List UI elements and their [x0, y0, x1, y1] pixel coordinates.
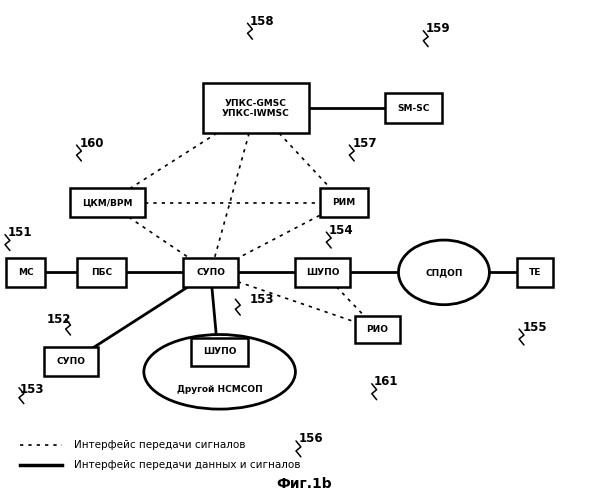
Text: 154: 154 [329, 224, 353, 236]
Text: Интерфейс передачи данных и сигналов: Интерфейс передачи данных и сигналов [74, 460, 301, 470]
Text: Интерфейс передачи сигналов: Интерфейс передачи сигналов [74, 440, 245, 450]
Ellipse shape [398, 240, 490, 304]
Text: ШУПО: ШУПО [306, 268, 339, 277]
Text: 153: 153 [250, 293, 274, 306]
FancyBboxPatch shape [320, 188, 368, 217]
FancyBboxPatch shape [77, 258, 125, 287]
Text: 159: 159 [426, 22, 450, 35]
Text: SM-SC: SM-SC [398, 104, 430, 113]
Text: 152: 152 [47, 313, 71, 326]
Ellipse shape [144, 334, 295, 409]
Text: 157: 157 [353, 136, 378, 149]
Text: 155: 155 [523, 320, 547, 334]
FancyBboxPatch shape [69, 188, 146, 217]
Text: 158: 158 [250, 15, 275, 28]
Text: ТЕ: ТЕ [529, 268, 541, 277]
Text: 156: 156 [298, 432, 323, 446]
Text: 160: 160 [80, 136, 105, 149]
FancyBboxPatch shape [295, 258, 350, 287]
Text: Другой НСМСОП: Другой НСМСОП [177, 384, 262, 394]
FancyBboxPatch shape [183, 258, 238, 287]
Text: СУПО: СУПО [57, 358, 86, 366]
Text: РИО: РИО [366, 325, 389, 334]
Text: 153: 153 [19, 382, 44, 396]
FancyBboxPatch shape [385, 94, 442, 123]
Text: Фиг.1b: Фиг.1b [276, 476, 333, 490]
FancyBboxPatch shape [203, 84, 309, 133]
FancyBboxPatch shape [6, 258, 45, 287]
FancyBboxPatch shape [354, 316, 400, 343]
Text: 151: 151 [7, 226, 32, 239]
Text: ПБС: ПБС [91, 268, 112, 277]
FancyBboxPatch shape [191, 338, 248, 365]
FancyBboxPatch shape [516, 258, 553, 287]
Text: РИМ: РИМ [333, 198, 356, 207]
Text: СПДОП: СПДОП [425, 268, 463, 277]
FancyBboxPatch shape [44, 348, 99, 376]
Text: СУПО: СУПО [196, 268, 225, 277]
Text: МС: МС [18, 268, 33, 277]
Text: УПКС-GMSC
УПКС-IWMSC: УПКС-GMSC УПКС-IWMSC [222, 98, 290, 118]
Text: 161: 161 [374, 376, 398, 388]
Text: ЦКМ/ВРМ: ЦКМ/ВРМ [82, 198, 133, 207]
Text: ШУПО: ШУПО [203, 348, 236, 356]
